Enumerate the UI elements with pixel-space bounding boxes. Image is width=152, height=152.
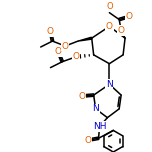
Text: O: O [55, 47, 62, 56]
Text: O: O [84, 136, 91, 145]
Text: O: O [106, 22, 113, 31]
Text: O: O [78, 92, 85, 101]
Text: O: O [106, 2, 113, 11]
Text: O: O [47, 27, 54, 36]
Text: N: N [106, 80, 113, 89]
Text: O: O [126, 12, 133, 21]
Polygon shape [78, 37, 92, 41]
Text: O: O [73, 52, 79, 61]
Text: O: O [118, 26, 125, 35]
Text: NH: NH [93, 122, 106, 131]
Text: N: N [92, 104, 99, 113]
Text: O: O [62, 41, 69, 50]
